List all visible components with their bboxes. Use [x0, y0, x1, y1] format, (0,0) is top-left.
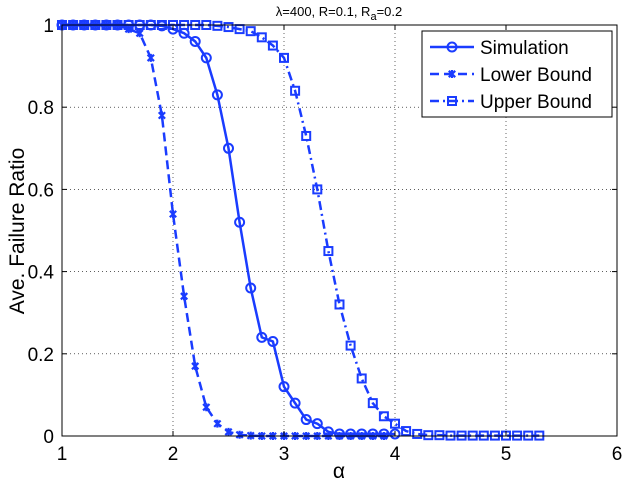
y-tick-label: 0.8	[28, 98, 54, 119]
data-point-upper-bound	[301, 130, 312, 141]
title-subscript: a	[370, 11, 377, 23]
data-point-simulation	[289, 397, 301, 409]
data-point-upper-bound	[323, 246, 334, 257]
data-point-lower-bound	[235, 430, 244, 439]
data-point-simulation	[223, 142, 234, 154]
data-point-simulation	[200, 52, 212, 64]
data-point-lower-bound	[135, 29, 144, 38]
legend-samples	[430, 41, 474, 106]
legend-label-upper-bound: Upper Bound	[480, 92, 592, 113]
chart-title: λ=400, R=0.1, Ra=0.2	[276, 4, 402, 23]
data-point-upper-bound	[356, 373, 367, 384]
data-point-lower-bound	[180, 292, 189, 301]
data-point-upper-bound	[279, 52, 289, 63]
data-point-upper-bound	[334, 299, 345, 310]
data-point-lower-bound	[146, 53, 155, 62]
data-point-simulation	[300, 414, 312, 426]
legend-marker-upper-bound	[447, 96, 457, 106]
data-point-simulation	[234, 216, 246, 228]
data-point-lower-bound	[213, 419, 222, 428]
data-point-upper-bound	[434, 430, 445, 441]
data-point-simulation	[267, 335, 279, 347]
legend-marker-simulation	[446, 41, 458, 53]
title-pre: =400, R=0.1, R	[282, 4, 370, 19]
data-point-simulation	[389, 428, 401, 440]
x-tick-label: 3	[279, 444, 290, 465]
y-tick-label: 0.6	[28, 180, 54, 201]
data-point-simulation	[245, 282, 257, 294]
data-point-simulation	[189, 35, 201, 47]
data-point-upper-bound	[401, 426, 412, 437]
y-tick-labels: 0 0.2 0.4 0.6 0.8 1	[28, 16, 55, 448]
data-point-upper-bound	[245, 26, 256, 37]
y-tick-label: 0	[43, 427, 54, 448]
x-tick-labels: 1 2 3 4 5 6	[57, 444, 623, 465]
data-point-lower-bound	[202, 403, 211, 412]
data-point-upper-bound	[423, 430, 434, 441]
legend-label-simulation: Simulation	[480, 38, 569, 59]
title-post: =0.2	[377, 4, 403, 19]
data-point-simulation	[278, 381, 290, 393]
data-point-upper-bound	[223, 22, 234, 33]
x-tick-label: 5	[501, 444, 512, 465]
data-point-lower-bound	[157, 111, 166, 120]
legend-marker-lower-bound	[448, 70, 456, 78]
y-tick-label: 1	[43, 16, 54, 37]
x-tick-label: 4	[390, 444, 401, 465]
x-axis-label: α	[333, 460, 345, 483]
x-tick-label: 1	[57, 444, 68, 465]
data-point-upper-bound	[378, 411, 389, 422]
data-point-simulation	[256, 331, 268, 343]
plot-frame	[61, 24, 618, 437]
data-point-upper-bound	[390, 418, 400, 429]
data-point-simulation	[211, 89, 223, 101]
data-point-lower-bound	[224, 427, 233, 436]
data-point-upper-bound	[212, 20, 223, 31]
data-point-lower-bound	[169, 210, 177, 219]
x-tick-label: 6	[612, 444, 623, 465]
legend-label-lower-bound: Lower Bound	[480, 65, 592, 86]
data-point-simulation	[311, 418, 323, 430]
legend-box	[421, 30, 613, 118]
data-point-upper-bound	[412, 428, 423, 439]
x-tick-label: 2	[168, 444, 179, 465]
axis-ticks	[61, 24, 618, 437]
data-point-upper-bound	[267, 40, 278, 51]
data-point-upper-bound	[290, 85, 301, 96]
title-lambda: λ	[276, 4, 283, 19]
y-axis-label: Ave. Failure Ratio	[6, 148, 29, 315]
data-point-upper-bound	[367, 398, 378, 409]
y-tick-label: 0.4	[28, 263, 55, 284]
data-point-upper-bound	[312, 184, 323, 195]
data-point-lower-bound	[191, 362, 200, 371]
data-point-upper-bound	[345, 340, 356, 351]
y-tick-label: 0.2	[28, 345, 54, 366]
data-point-upper-bound	[256, 32, 267, 43]
legend: Simulation Lower Bound Upper Bound	[421, 30, 613, 118]
